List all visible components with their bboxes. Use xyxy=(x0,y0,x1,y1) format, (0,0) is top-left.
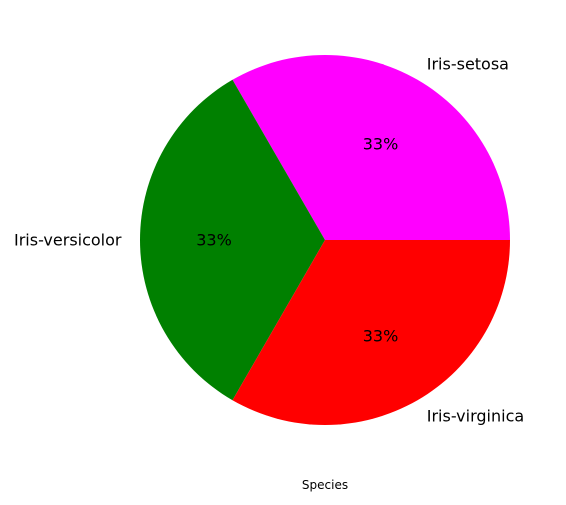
pie-slice-iris-virginica xyxy=(232,240,510,425)
pie-slice-iris-versicolor xyxy=(140,79,325,401)
pie-labels: Iris-setosa 33% Iris-versicolor 33% Iris-vir… xyxy=(14,54,524,425)
pie-slices xyxy=(140,55,510,425)
slice-percent-iris-versicolor: 33% xyxy=(196,231,232,250)
pie-slice-iris-setosa xyxy=(232,55,510,241)
slice-label-iris-virginica: Iris-virginica xyxy=(427,407,524,426)
x-axis-label: Species xyxy=(302,478,348,492)
slice-percent-iris-virginica: 33% xyxy=(363,327,399,346)
slice-label-iris-versicolor: Iris-versicolor xyxy=(14,231,122,250)
slice-label-iris-setosa: Iris-setosa xyxy=(427,54,509,73)
slice-percent-iris-setosa: 33% xyxy=(363,134,399,153)
